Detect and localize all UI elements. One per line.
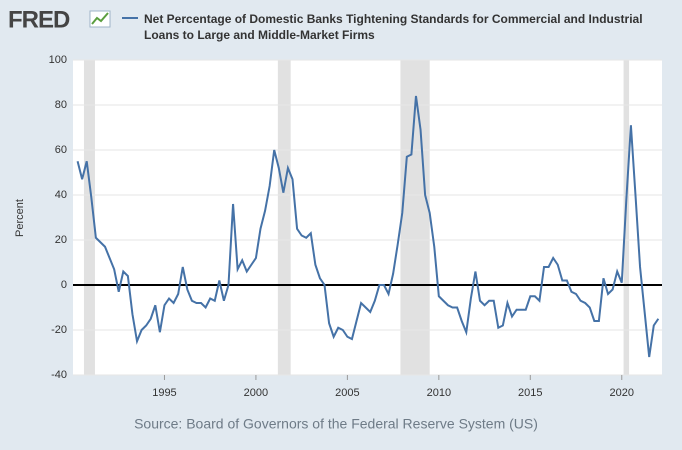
y-tick-label: 20 — [55, 234, 67, 246]
y-tick-label: -40 — [51, 369, 67, 381]
x-tick-label: 2000 — [244, 387, 268, 399]
recession-band — [83, 60, 95, 375]
y-tick-label: 40 — [55, 189, 67, 201]
y-tick-label: 0 — [61, 279, 67, 291]
y-axis-label: Percent — [14, 199, 26, 237]
source: Source: Board of Governors of the Federa… — [134, 416, 538, 432]
x-tick-label: 2010 — [427, 387, 451, 399]
data-line — [76, 95, 660, 358]
plot-area — [73, 60, 662, 375]
x-tick-label: 2015 — [518, 387, 542, 399]
recession-band — [277, 60, 291, 375]
y-tick-label: 100 — [49, 54, 67, 66]
logo: FRED — [8, 6, 70, 33]
y-tick-label: 60 — [55, 144, 67, 156]
legend-label: Net Percentage of Domestic Banks Tighten… — [144, 12, 643, 42]
y-tick-label: -20 — [51, 324, 67, 336]
logo-icon — [89, 10, 111, 28]
x-tick-label: 1995 — [152, 387, 176, 399]
x-tick-label: 2020 — [610, 387, 634, 399]
y-tick-label: 80 — [55, 99, 67, 111]
x-tick-label: 2005 — [335, 387, 359, 399]
